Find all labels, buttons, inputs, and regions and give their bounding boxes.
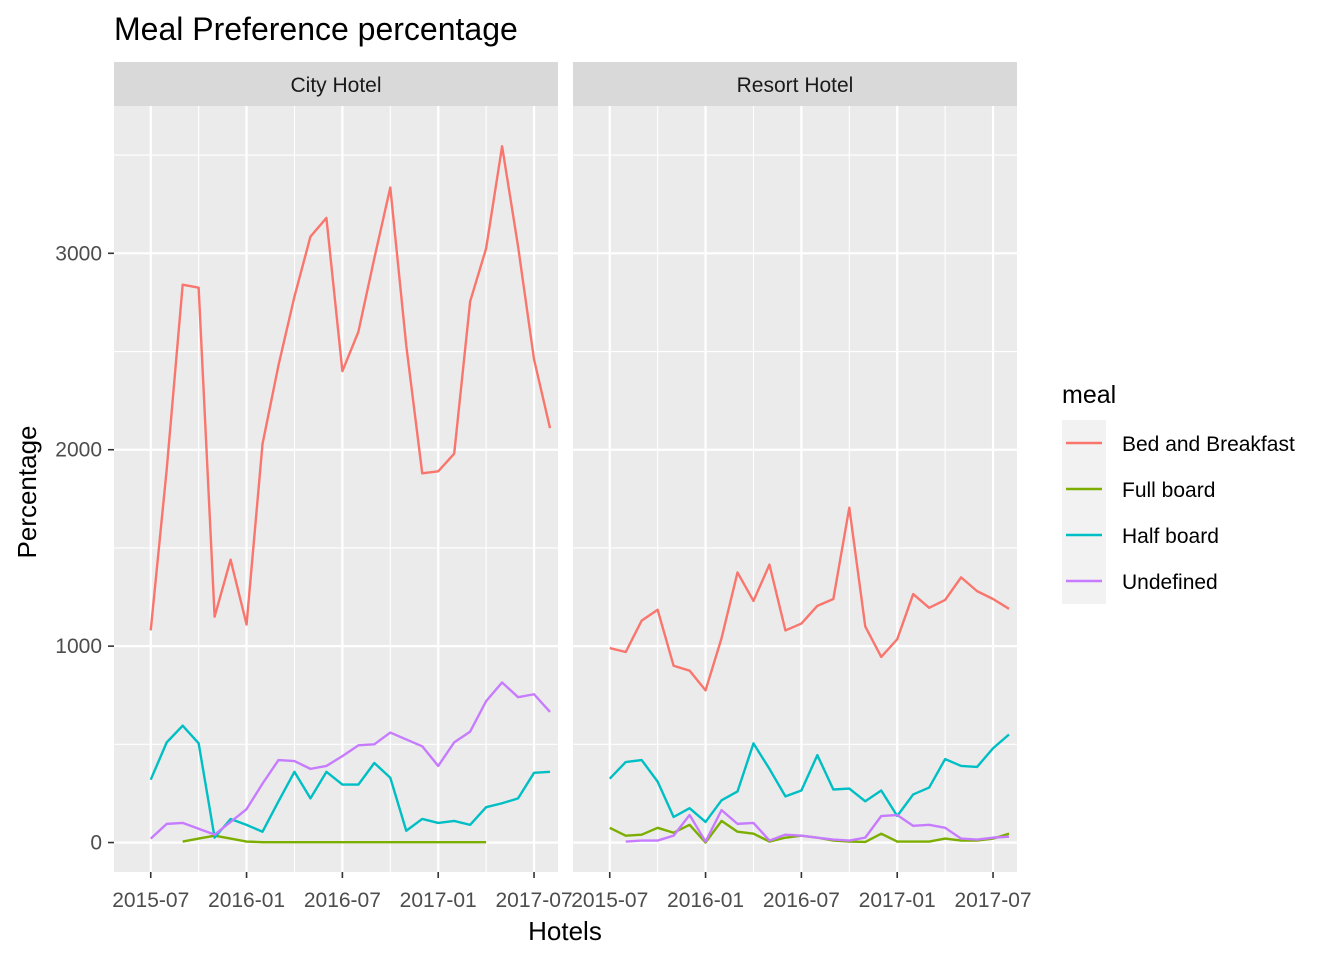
series-line-undefined	[149, 681, 551, 840]
x-tick-label: 2017-07	[496, 889, 573, 912]
y-tick-label: 3000	[55, 242, 102, 265]
x-tick-label: 2016-01	[667, 889, 744, 912]
panels-layer: City Hotel 2015-07 2016-01 2016-07 2017-01 20…	[55, 62, 1032, 912]
series-line-bed-and-breakfast	[149, 145, 552, 631]
x-axis-title: Hotels	[528, 916, 602, 946]
panel-city-hotel: City Hotel 2015-07 2016-01 2016-07 2017-01 20…	[55, 62, 573, 912]
y-tick-label: 0	[90, 832, 102, 855]
x-tick-label: 2017-01	[400, 889, 477, 912]
x-tick-label: 2015-07	[112, 889, 189, 912]
x-tick-label: 2016-07	[763, 889, 840, 912]
y-axis-title: Percentage	[12, 426, 42, 559]
facet-strip-label: Resort Hotel	[737, 74, 854, 97]
x-tick-label: 2017-01	[859, 889, 936, 912]
legend-label: Half board	[1122, 525, 1219, 548]
legend-key-background	[1062, 420, 1106, 604]
legend-label: Undefined	[1122, 571, 1218, 594]
series-line-half-board	[149, 724, 551, 839]
series-line-bed-and-breakfast	[609, 506, 1010, 692]
x-tick-label: 2016-07	[304, 889, 381, 912]
series-line-half-board	[608, 733, 1010, 824]
y-tick-label: 2000	[55, 439, 102, 462]
chart-title: Meal Preference percentage	[114, 11, 518, 47]
panel-resort-hotel: Resort Hotel 2015-07 2016-01 2016-07 2017-01…	[571, 62, 1032, 912]
legend: meal Bed and Breakfast Full board Half boa…	[1062, 381, 1295, 604]
facet-strip	[573, 62, 1017, 106]
x-tick-label: 2015-07	[571, 889, 648, 912]
panel-background	[573, 106, 1017, 872]
x-tick-label: 2016-01	[208, 889, 285, 912]
facet-strip-label: City Hotel	[290, 74, 381, 97]
x-tick-label: 2017-07	[955, 889, 1032, 912]
legend-title: meal	[1062, 381, 1116, 409]
series-line-full-board	[182, 834, 487, 844]
y-tick-label: 1000	[55, 635, 102, 658]
legend-label: Full board	[1122, 479, 1215, 502]
series-line-undefined	[625, 808, 1010, 843]
facet-strip	[114, 62, 558, 106]
legend-label: Bed and Breakfast	[1122, 433, 1295, 456]
